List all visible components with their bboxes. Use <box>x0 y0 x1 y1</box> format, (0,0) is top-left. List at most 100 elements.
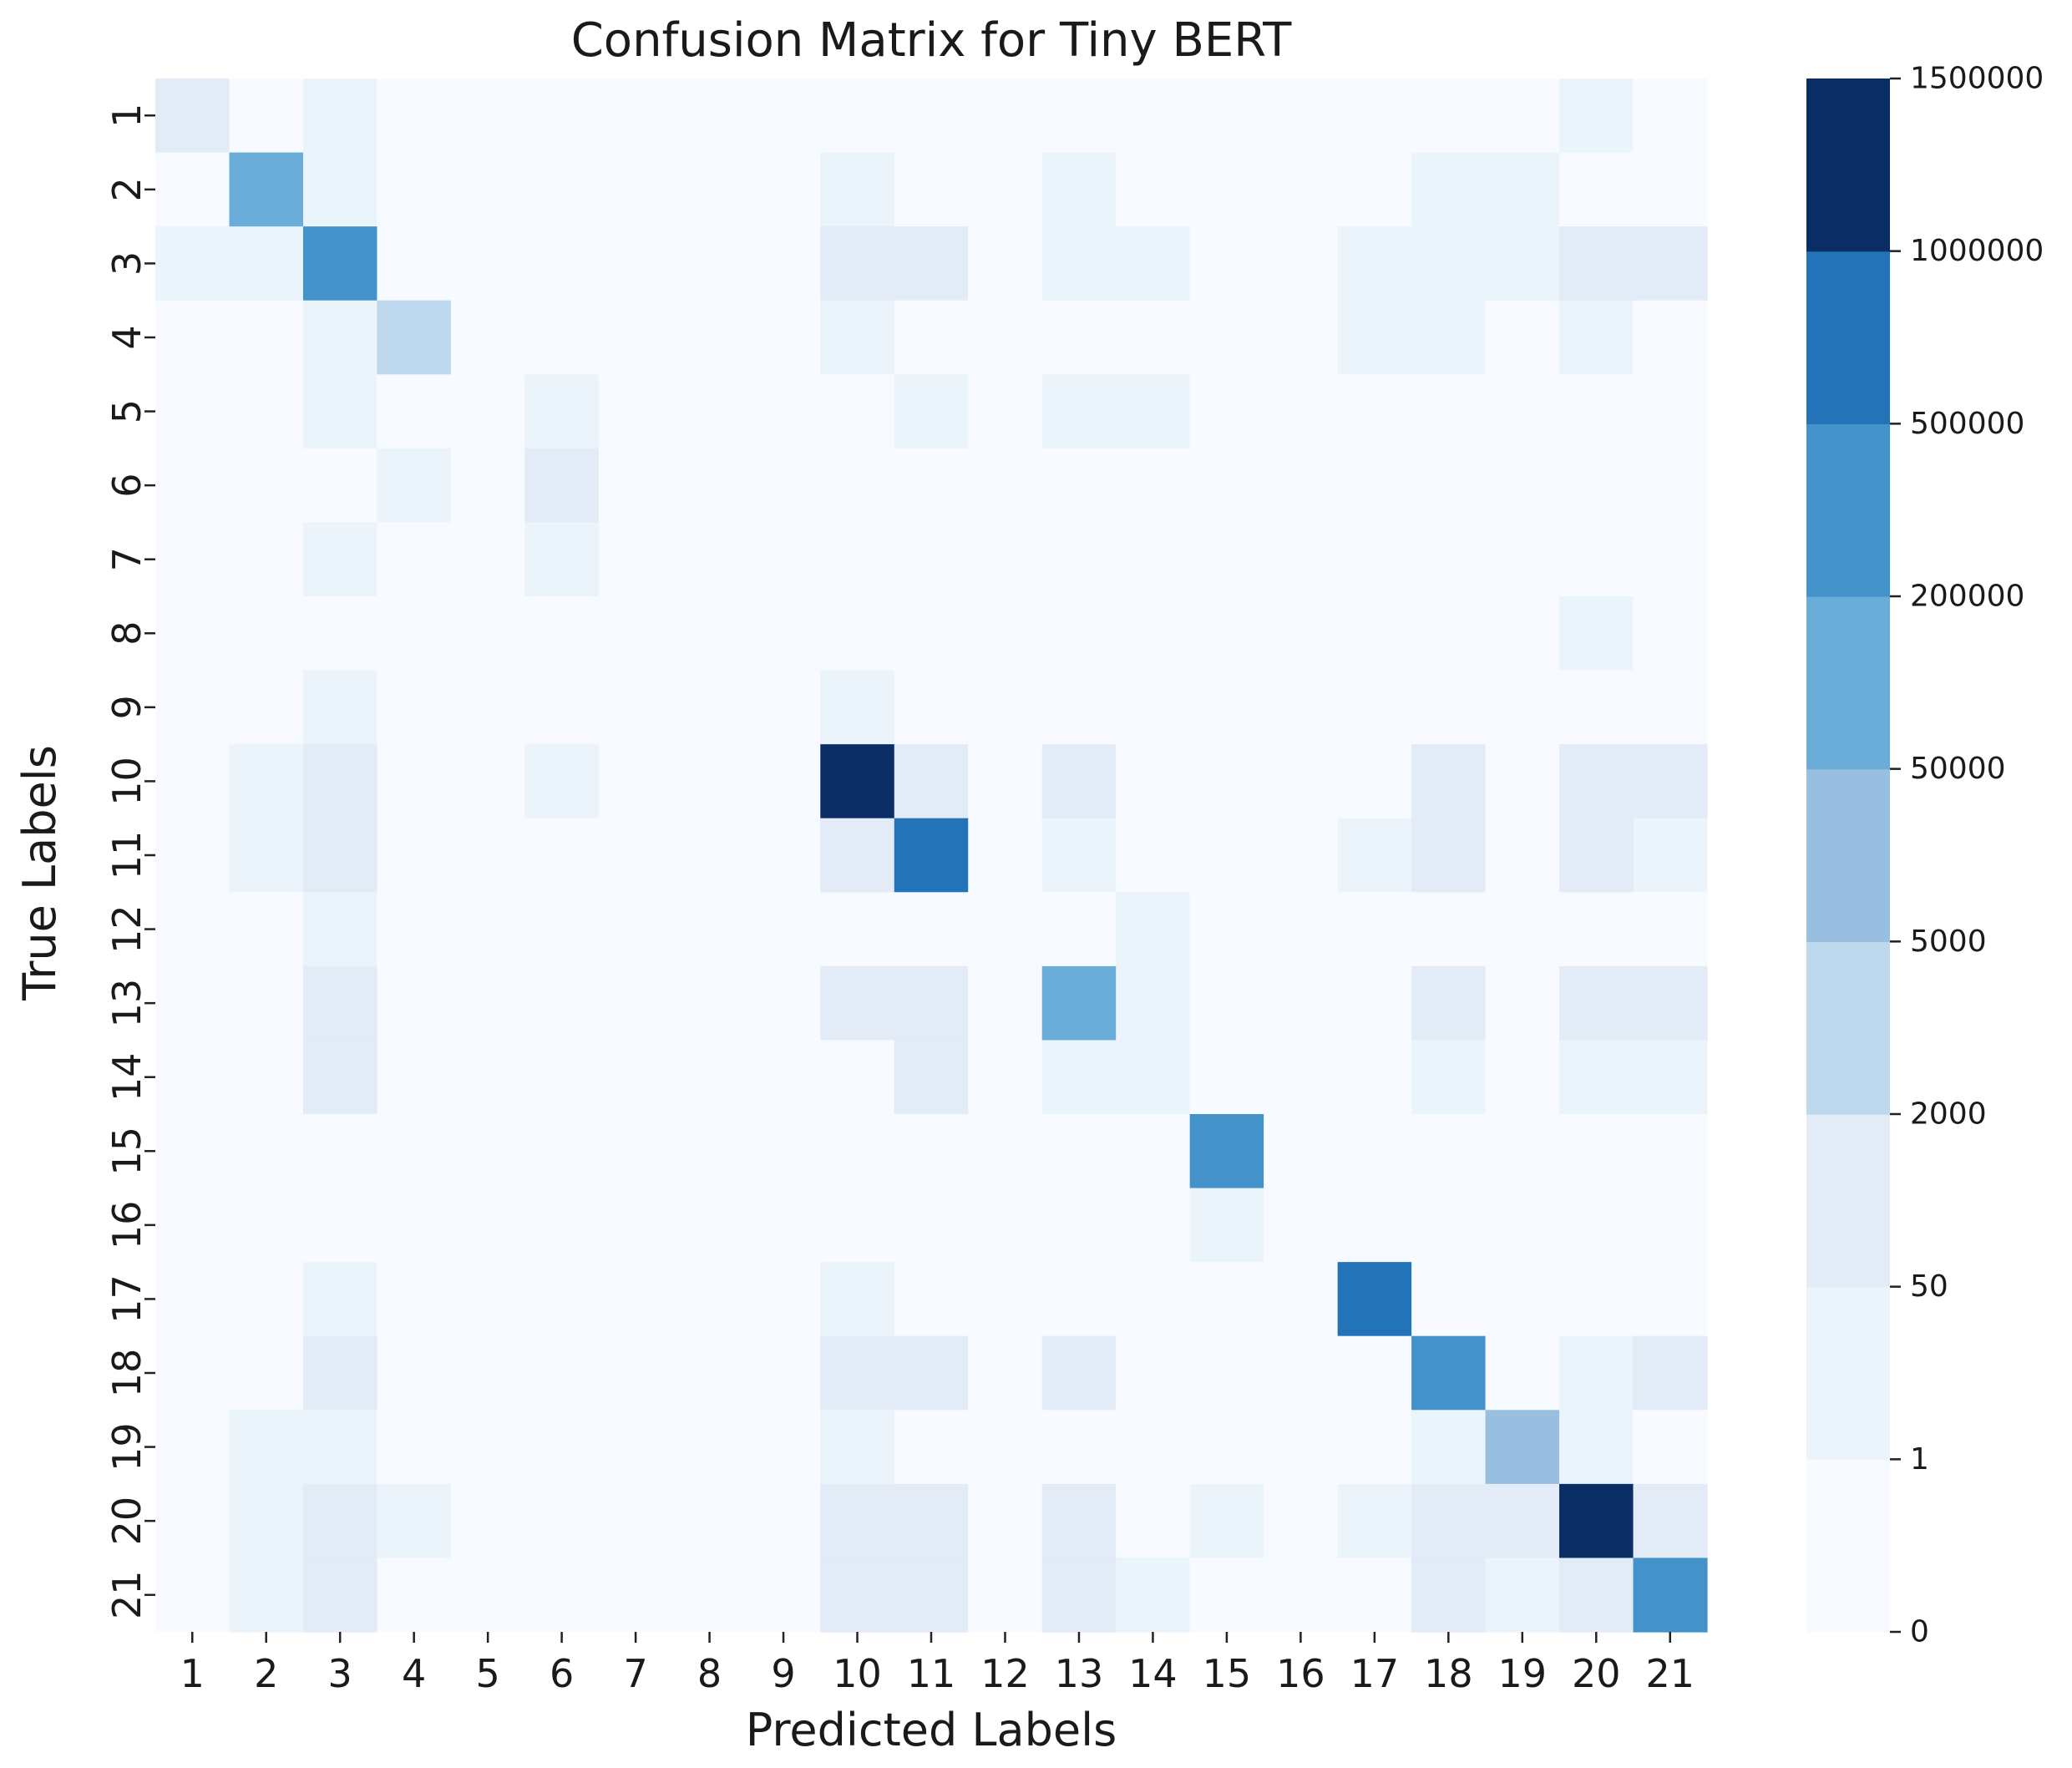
heatmap-cell-r8-c6 <box>524 596 600 671</box>
heatmap-cell-r3-c9 <box>746 226 821 301</box>
heatmap-cell-r1-c13 <box>1041 79 1117 154</box>
heatmap-cell-r20-c10 <box>820 1483 895 1559</box>
heatmap-cell-r21-c15 <box>1189 1558 1264 1633</box>
heatmap-cell-r7-c2 <box>229 522 304 597</box>
heatmap-cell-r8-c13 <box>1041 596 1117 671</box>
heatmap-cell-r7-c1 <box>155 522 231 597</box>
heatmap-cell-r16-c2 <box>229 1188 304 1263</box>
heatmap-cell-r19-c19 <box>1485 1410 1560 1485</box>
heatmap-cell-r19-c2 <box>229 1410 304 1485</box>
heatmap-cell-r6-c16 <box>1264 448 1339 524</box>
heatmap-cell-r8-c4 <box>377 596 452 671</box>
heatmap-cell-r19-c12 <box>968 1410 1043 1485</box>
heatmap-cell-r13-c10 <box>820 965 895 1041</box>
heatmap-cell-r8-c5 <box>450 596 525 671</box>
heatmap-cell-r3-c18 <box>1411 226 1487 301</box>
heatmap-cell-r13-c17 <box>1337 965 1412 1041</box>
heatmap-cell-r16-c5 <box>450 1188 525 1263</box>
heatmap-cell-r20-c9 <box>746 1483 821 1559</box>
heatmap-cell-r4-c2 <box>229 300 304 375</box>
heatmap-cell-r17-c16 <box>1264 1262 1339 1337</box>
heatmap-cell-r14-c10 <box>820 1040 895 1115</box>
heatmap-cell-r12-c8 <box>672 892 747 967</box>
heatmap-cell-r10-c14 <box>1116 744 1191 819</box>
heatmap-cell-r8-c9 <box>746 596 821 671</box>
heatmap-cell-r6-c4 <box>377 448 452 524</box>
heatmap-cell-r11-c14 <box>1116 818 1191 893</box>
heatmap-cell-r7-c7 <box>598 522 673 597</box>
heatmap-cell-r18-c2 <box>229 1335 304 1411</box>
heatmap-cell-r4-c18 <box>1411 300 1487 375</box>
heatmap-cell-r1-c3 <box>302 79 378 154</box>
heatmap-cell-r3-c4 <box>377 226 452 301</box>
x-axis-label: Predicted Labels <box>746 1704 1117 1756</box>
heatmap-cell-r12-c12 <box>968 892 1043 967</box>
heatmap-cell-r9-c1 <box>155 670 231 745</box>
heatmap-cell-r11-c8 <box>672 818 747 893</box>
heatmap-cell-r7-c4 <box>377 522 452 597</box>
heatmap-cell-r20-c13 <box>1041 1483 1117 1559</box>
heatmap-cell-r3-c11 <box>894 226 969 301</box>
colorbar-tick-label: 1 <box>1910 1442 1929 1477</box>
heatmap-cell-r6-c19 <box>1485 448 1560 524</box>
heatmap-cell-r2-c5 <box>450 152 525 227</box>
x-tick-label: 11 <box>907 1651 956 1696</box>
heatmap-cell-r17-c20 <box>1559 1262 1634 1337</box>
heatmap-cell-r18-c9 <box>746 1335 821 1411</box>
heatmap-cell-r18-c8 <box>672 1335 747 1411</box>
heatmap-cell-r9-c20 <box>1559 670 1634 745</box>
x-tick-label: 4 <box>402 1651 426 1696</box>
heatmap-cell-r13-c9 <box>746 965 821 1041</box>
heatmap-cell-r13-c8 <box>672 965 747 1041</box>
heatmap-cell-r16-c8 <box>672 1188 747 1263</box>
heatmap-cell-r8-c17 <box>1337 596 1412 671</box>
heatmap-cell-r11-c20 <box>1559 818 1634 893</box>
heatmap-cell-r13-c6 <box>524 965 600 1041</box>
heatmap-cell-r7-c9 <box>746 522 821 597</box>
heatmap-cell-r2-c11 <box>894 152 969 227</box>
heatmap-cell-r11-c21 <box>1633 818 1708 893</box>
heatmap-cell-r13-c4 <box>377 965 452 1041</box>
heatmap-cell-r14-c21 <box>1633 1040 1708 1115</box>
heatmap-cell-r12-c21 <box>1633 892 1708 967</box>
heatmap-cell-r15-c6 <box>524 1114 600 1189</box>
heatmap-cell-r1-c11 <box>894 79 969 154</box>
heatmap-cell-r17-c4 <box>377 1262 452 1337</box>
heatmap-cell-r17-c21 <box>1633 1262 1708 1337</box>
heatmap-cell-r10-c20 <box>1559 744 1634 819</box>
heatmap-cell-r14-c17 <box>1337 1040 1412 1115</box>
colorbar-tick-label: 5000 <box>1910 925 1987 959</box>
x-tick-label: 7 <box>623 1651 647 1696</box>
heatmap-cell-r5-c16 <box>1264 374 1339 449</box>
heatmap-cell-r19-c3 <box>302 1410 378 1485</box>
heatmap-cell-r20-c7 <box>598 1483 673 1559</box>
heatmap-cell-r18-c4 <box>377 1335 452 1411</box>
x-tick-label: 15 <box>1203 1651 1252 1696</box>
heatmap-cell-r1-c12 <box>968 79 1043 154</box>
heatmap-cell-r4-c3 <box>302 300 378 375</box>
heatmap-cell-r8-c20 <box>1559 596 1634 671</box>
heatmap-cell-r2-c10 <box>820 152 895 227</box>
heatmap-cell-r18-c17 <box>1337 1335 1412 1411</box>
heatmap-cell-r21-c11 <box>894 1558 969 1633</box>
heatmap-cell-r16-c4 <box>377 1188 452 1263</box>
heatmap-cell-r14-c20 <box>1559 1040 1634 1115</box>
heatmap-cell-r12-c5 <box>450 892 525 967</box>
heatmap-cell-r3-c10 <box>820 226 895 301</box>
heatmap-cell-r1-c9 <box>746 79 821 154</box>
heatmap-cell-r13-c15 <box>1189 965 1264 1041</box>
heatmap-cell-r13-c5 <box>450 965 525 1041</box>
colorbar-tick-label: 50000 <box>1910 752 2006 786</box>
heatmap-cell-r9-c21 <box>1633 670 1708 745</box>
heatmap-cell-r18-c14 <box>1116 1335 1191 1411</box>
heatmap-cell-r7-c13 <box>1041 522 1117 597</box>
heatmap-cell-r14-c16 <box>1264 1040 1339 1115</box>
heatmap-cell-r17-c2 <box>229 1262 304 1337</box>
x-tick-label: 3 <box>328 1651 352 1696</box>
heatmap-cell-r20-c6 <box>524 1483 600 1559</box>
heatmap-cell-r2-c17 <box>1337 152 1412 227</box>
y-tick-label: 3 <box>104 251 149 276</box>
heatmap-cell-r5-c13 <box>1041 374 1117 449</box>
heatmap-cell-r7-c15 <box>1189 522 1264 597</box>
heatmap-cell-r20-c8 <box>672 1483 747 1559</box>
